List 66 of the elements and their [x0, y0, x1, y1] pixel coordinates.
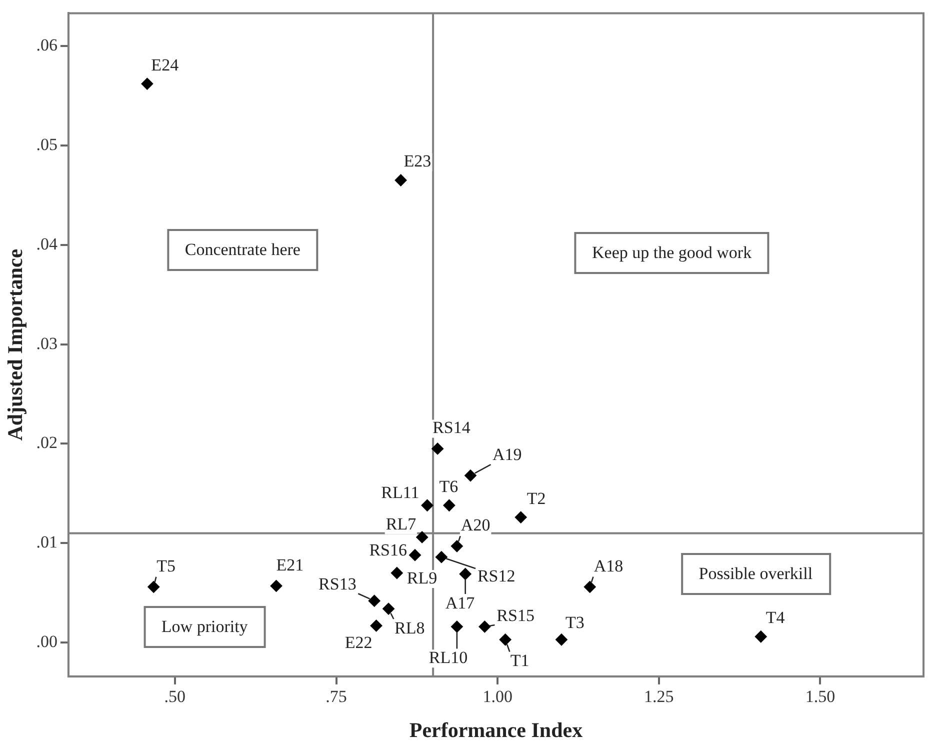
series-label: E22	[344, 633, 372, 652]
y-tick-label: .00	[36, 632, 58, 652]
series-label: E24	[151, 55, 180, 74]
x-tick-label: .50	[164, 687, 186, 706]
point	[464, 470, 476, 482]
series-label: E23	[404, 152, 432, 171]
y-tick-label: .05	[36, 134, 58, 154]
series-label: T4	[766, 608, 786, 628]
y-tick-label: .04	[36, 234, 58, 254]
point	[499, 634, 512, 646]
point	[148, 580, 160, 593]
series-label: RS15	[496, 606, 534, 626]
x-tick-label: .75	[326, 687, 347, 706]
point	[382, 602, 395, 615]
annotation: Possible overkill	[680, 552, 831, 595]
series-label: T3	[565, 613, 584, 632]
series-label: RL9	[406, 568, 438, 588]
point	[443, 499, 456, 512]
series-label: RL8	[394, 618, 425, 638]
x-axis-title: Performance Index	[409, 718, 584, 742]
point	[514, 511, 527, 524]
point	[584, 580, 596, 593]
y-tick-label: .01	[36, 532, 58, 552]
series-label: RS13	[318, 574, 356, 594]
series-label: E21	[276, 555, 304, 574]
point	[450, 620, 463, 633]
x-tick-label: 1.25	[644, 687, 674, 706]
point	[394, 174, 407, 186]
y-tick-label: .03	[36, 334, 58, 353]
point	[141, 78, 154, 90]
series-label: RL10	[428, 648, 468, 668]
x-tick-label: 1.50	[805, 687, 836, 706]
point	[432, 442, 444, 455]
point	[408, 549, 421, 562]
series-label: A19	[492, 445, 522, 464]
x-tick-label: 1.00	[482, 687, 512, 706]
annotation: Keep up the good work	[574, 232, 770, 274]
point	[459, 568, 472, 580]
y-tick-label: .02	[36, 433, 58, 452]
point	[421, 499, 434, 512]
point	[370, 620, 382, 632]
y-axis-title: Adjusted Importance	[3, 248, 28, 441]
series-label: RS14	[432, 418, 471, 438]
series-label: T5	[156, 556, 176, 576]
point	[435, 551, 448, 564]
annotation: Concentrate here	[166, 228, 318, 271]
series-label: RS16	[369, 540, 407, 560]
annotation: Low priority	[143, 606, 266, 648]
series-label: T6	[439, 476, 458, 496]
y-tick-label: .06	[36, 35, 58, 54]
series-label: RL11	[381, 482, 420, 502]
point	[390, 566, 403, 579]
point	[416, 531, 428, 544]
point	[270, 580, 282, 592]
point	[555, 634, 568, 646]
point	[368, 594, 380, 607]
point	[450, 540, 463, 552]
point	[478, 620, 491, 633]
series-label: T1	[510, 651, 530, 670]
series-label: A18	[594, 556, 624, 576]
series-label: A17	[445, 593, 476, 612]
series-label: A20	[460, 516, 490, 535]
series-label: RL7	[386, 514, 417, 534]
series-label: T2	[526, 488, 546, 508]
point	[754, 630, 767, 643]
series-label: RS12	[477, 566, 516, 586]
